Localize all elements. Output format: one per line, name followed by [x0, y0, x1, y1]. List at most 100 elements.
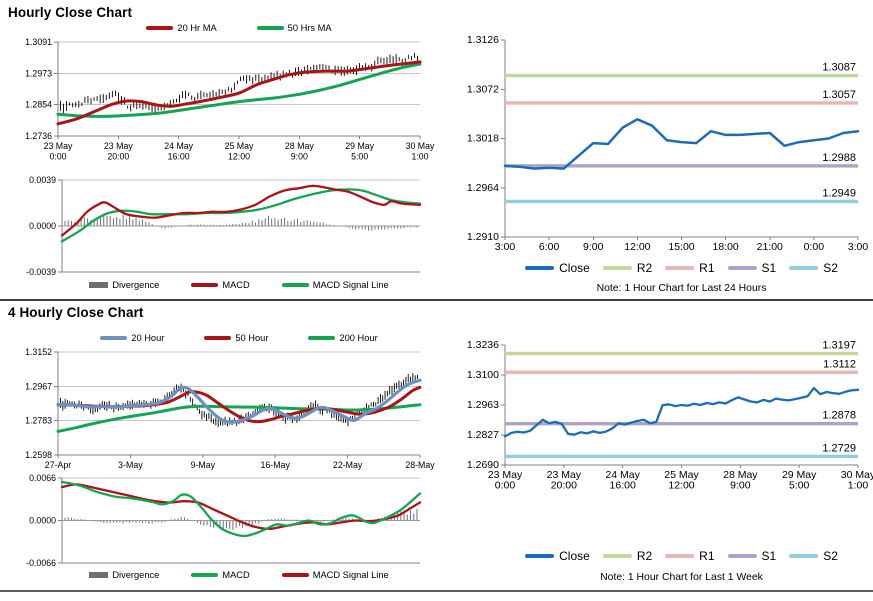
weekly-pivot-legend: Close R2 R1 S1 S2	[505, 549, 858, 563]
svg-text:1.2783: 1.2783	[25, 416, 52, 426]
svg-text:1.2964: 1.2964	[467, 182, 499, 194]
svg-text:0.0000: 0.0000	[29, 221, 56, 231]
legend-item: R2	[602, 549, 652, 563]
legend-item: MACD Signal Line	[281, 280, 389, 290]
legend-label: MACD	[222, 280, 250, 290]
legend-label: S2	[823, 261, 838, 275]
svg-text:18:00: 18:00	[712, 241, 738, 253]
line-swatch-icon	[191, 283, 219, 287]
legend-item: Divergence	[89, 570, 159, 580]
svg-text:1.3236: 1.3236	[467, 339, 499, 351]
svg-text:1.2736: 1.2736	[25, 131, 52, 141]
bar-swatch-icon	[89, 571, 109, 579]
hourly-macd-legend: Divergence MACD MACD Signal Line	[58, 280, 420, 290]
svg-text:1.3018: 1.3018	[467, 133, 499, 145]
legend-item: R1	[665, 261, 715, 275]
svg-text:1.2854: 1.2854	[25, 100, 52, 110]
weekly-pivot-note: Note: 1 Hour Chart for Last 1 Week	[600, 572, 763, 583]
svg-text:1.3100: 1.3100	[467, 369, 499, 381]
svg-text:1.3152: 1.3152	[25, 347, 52, 357]
svg-text:1.2973: 1.2973	[25, 68, 52, 78]
line-swatch-icon	[256, 26, 284, 30]
legend-label: MACD Signal Line	[312, 570, 389, 580]
legend-label: Divergence	[112, 280, 160, 290]
svg-text:1.2729: 1.2729	[822, 442, 856, 454]
legend-item: S2	[789, 549, 838, 563]
svg-text:22-May: 22-May	[333, 460, 363, 470]
svg-text:1.3057: 1.3057	[822, 89, 856, 101]
line-swatch-icon	[525, 554, 555, 558]
line-swatch-icon	[665, 554, 695, 558]
line-swatch-icon	[100, 336, 128, 340]
svg-text:1.2910: 1.2910	[467, 231, 499, 243]
svg-text:1.3072: 1.3072	[467, 83, 499, 95]
fourh-macd-legend: Divergence MACD MACD Signal Line	[58, 570, 420, 580]
svg-text:9-May: 9-May	[191, 460, 216, 470]
legend-label: S1	[761, 549, 777, 563]
legend-label: S1	[761, 261, 777, 275]
svg-text:27-Apr: 27-Apr	[45, 460, 71, 470]
legend-item: R2	[602, 261, 653, 275]
svg-text:0.0066: 0.0066	[29, 473, 56, 483]
legend-label: R1	[699, 261, 715, 275]
svg-text:15:00: 15:00	[668, 241, 694, 253]
legend-label: 50 Hrs MA	[287, 23, 332, 33]
legend-label: 20 Hour	[131, 333, 165, 343]
legend-item: Close	[525, 549, 590, 563]
section-divider	[0, 299, 873, 301]
legend-label: 20 Hr MA	[177, 23, 217, 33]
legend-label: 200 Hour	[339, 333, 378, 343]
svg-text:1.3197: 1.3197	[822, 340, 856, 352]
svg-text:28-May: 28-May	[405, 460, 435, 470]
svg-text:1.3091: 1.3091	[25, 38, 52, 47]
svg-text:1.2878: 1.2878	[822, 410, 856, 422]
legend-label: R2	[636, 261, 653, 275]
line-swatch-icon	[602, 554, 632, 558]
legend-item: R1	[665, 549, 715, 563]
line-swatch-icon	[665, 266, 695, 270]
legend-item: MACD Signal Line	[281, 570, 389, 580]
legend-label: Close	[559, 549, 590, 563]
svg-text:1.3112: 1.3112	[823, 358, 856, 370]
hourly-pivot-legend: Close R2 R1 S1 S2	[505, 261, 858, 275]
legend-item: 200 Hour	[308, 333, 378, 343]
line-swatch-icon	[789, 266, 819, 270]
svg-text:0:00: 0:00	[804, 241, 825, 253]
bar-swatch-icon	[89, 281, 109, 289]
svg-text:1.2963: 1.2963	[467, 399, 499, 411]
legend-item: S1	[727, 549, 777, 563]
legend-label: MACD Signal Line	[312, 280, 389, 290]
fourh-price-legend: 20 Hour 50 Hour 200 Hour	[58, 333, 420, 343]
legend-item: 20 Hour	[100, 333, 164, 343]
legend-label: 50 Hour	[235, 333, 269, 343]
legend-item: MACD	[191, 280, 250, 290]
svg-text:-0.0039: -0.0039	[26, 267, 56, 276]
section-title-4hourly: 4 Hourly Close Chart	[8, 305, 144, 320]
svg-text:1.2967: 1.2967	[25, 381, 52, 391]
svg-text:0.0039: 0.0039	[29, 176, 56, 185]
svg-text:3:00: 3:00	[495, 241, 516, 253]
line-swatch-icon	[789, 554, 819, 558]
svg-text:1.2690: 1.2690	[467, 459, 499, 471]
hourly-pivot-note: Note: 1 Hour Chart for Last 24 Hours	[596, 283, 767, 294]
svg-text:0.0000: 0.0000	[29, 516, 56, 526]
svg-text:1.2988: 1.2988	[822, 152, 856, 164]
line-swatch-icon	[204, 336, 232, 340]
legend-item: S1	[727, 261, 777, 275]
legend-item: Divergence	[89, 280, 159, 290]
legend-label: S2	[823, 549, 838, 563]
section-title-hourly: Hourly Close Chart	[8, 5, 133, 20]
legend-item: Close	[525, 261, 590, 275]
